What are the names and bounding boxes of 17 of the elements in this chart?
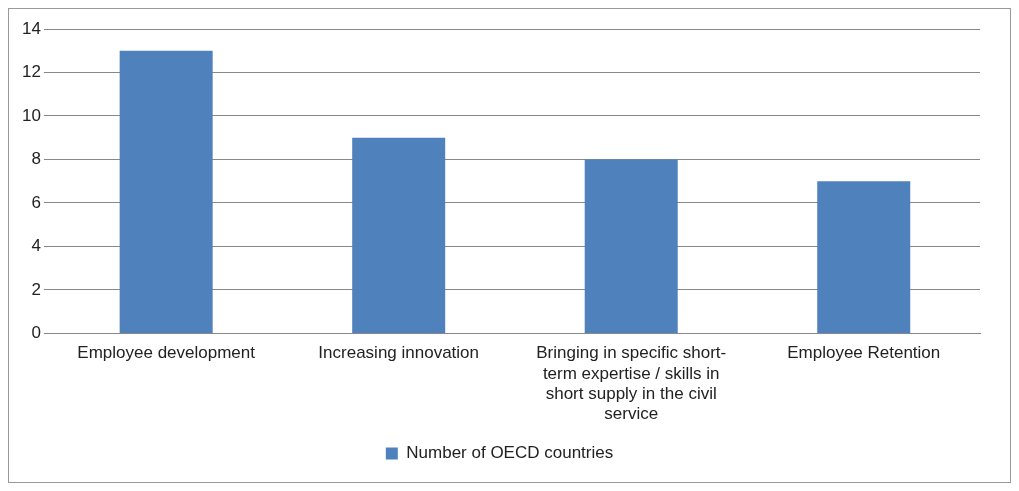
bar	[817, 181, 911, 333]
y-tick-label: 2	[31, 279, 41, 299]
legend-label: Number of OECD countries	[406, 443, 614, 463]
bar	[119, 50, 213, 333]
bar	[584, 159, 678, 333]
x-tick-label: Bringing in specific short-term expertise / skills in short supply in the civil service	[536, 343, 727, 424]
bar	[352, 137, 446, 333]
y-tick-label: 12	[21, 62, 41, 82]
x-tick-label: Employee Retention	[787, 343, 941, 363]
y-tick-label: 4	[31, 236, 41, 256]
y-tick-label: 6	[31, 192, 41, 212]
y-tick-label: 0	[31, 323, 41, 343]
y-tick-label: 8	[31, 149, 41, 169]
y-tick-label: 10	[21, 105, 41, 125]
x-tick-label: Increasing innovation	[318, 343, 480, 363]
y-tick-label: 14	[21, 18, 41, 38]
x-tick-label: Employee development	[77, 343, 256, 363]
